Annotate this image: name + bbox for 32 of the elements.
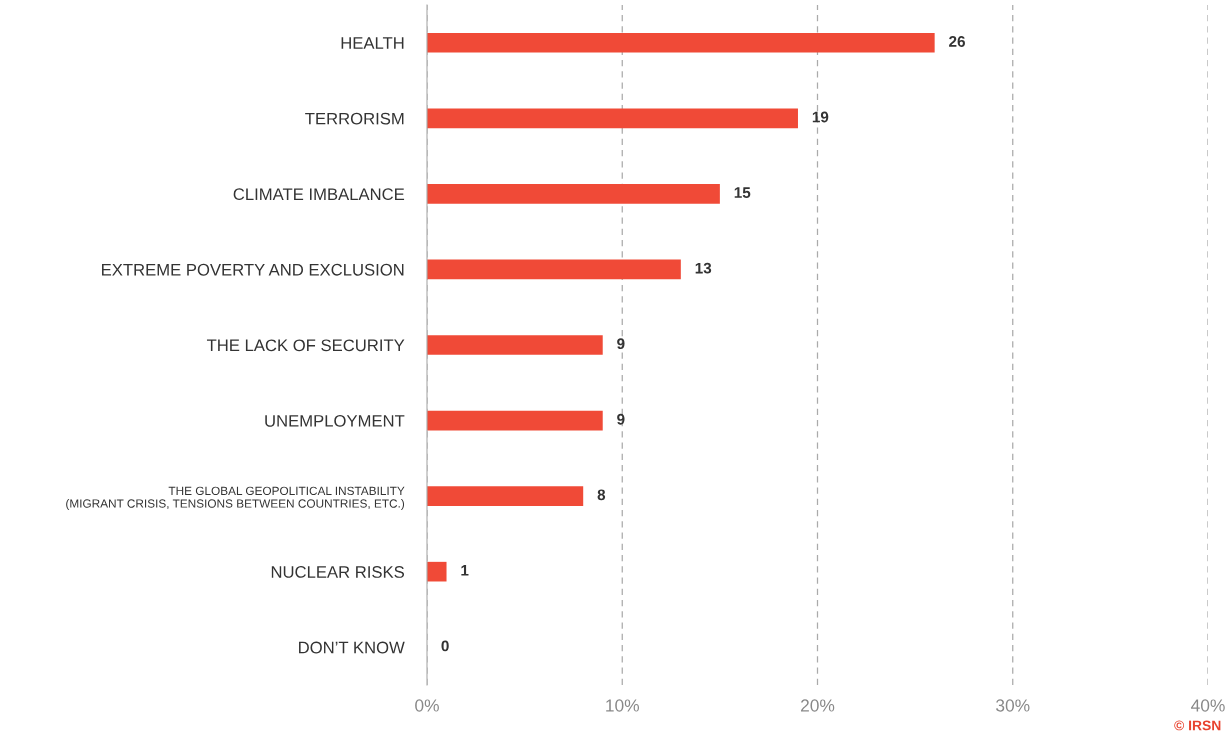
x-tick-label: 30%: [996, 699, 1030, 712]
data-label: 13: [695, 262, 712, 274]
data-label: 9: [617, 413, 625, 425]
x-tick-label: 20%: [801, 699, 835, 712]
y-tick-label: TERRORISM: [305, 112, 404, 125]
x-tick-label: 40%: [1191, 699, 1225, 712]
data-label: 19: [812, 111, 829, 123]
data-label: 0: [441, 640, 449, 652]
y-tick-label: THE GLOBAL GEOPOLITICAL INSTABILITY (MIGRANT CRISIS, TENSIONS BETWEEN COUNTRIES, ETC.): [66, 486, 405, 511]
bar: [427, 108, 798, 129]
bar: [427, 486, 584, 506]
data-label: 9: [617, 338, 625, 350]
y-tick-label: EXTREME POVERTY AND EXCLUSION: [102, 263, 404, 276]
y-tick-label: CLIMATE IMBALANCE: [233, 188, 405, 201]
y-tick-label: HEALTH: [341, 37, 404, 49]
bar: [427, 335, 603, 355]
y-tick-label: NUCLEAR RISKS: [271, 566, 405, 578]
data-label: 1: [461, 565, 469, 576]
text: © IRSN: [1174, 720, 1221, 731]
data-label: 8: [597, 489, 606, 501]
y-tick-label: UNEMPLOYMENT: [265, 414, 405, 427]
x-tick-label: 0%: [415, 699, 439, 712]
bar: [427, 410, 603, 431]
bar: [427, 184, 720, 204]
bar: [427, 32, 935, 53]
x-tick-label: 10%: [606, 699, 640, 712]
data-label: 15: [734, 187, 751, 198]
bar: [427, 259, 681, 280]
y-tick-label: DON’T KNOW: [299, 641, 405, 654]
data-label: 26: [949, 36, 965, 47]
y-tick-label: THE LACK OF SECURITY: [206, 339, 405, 352]
bar: [427, 561, 447, 582]
